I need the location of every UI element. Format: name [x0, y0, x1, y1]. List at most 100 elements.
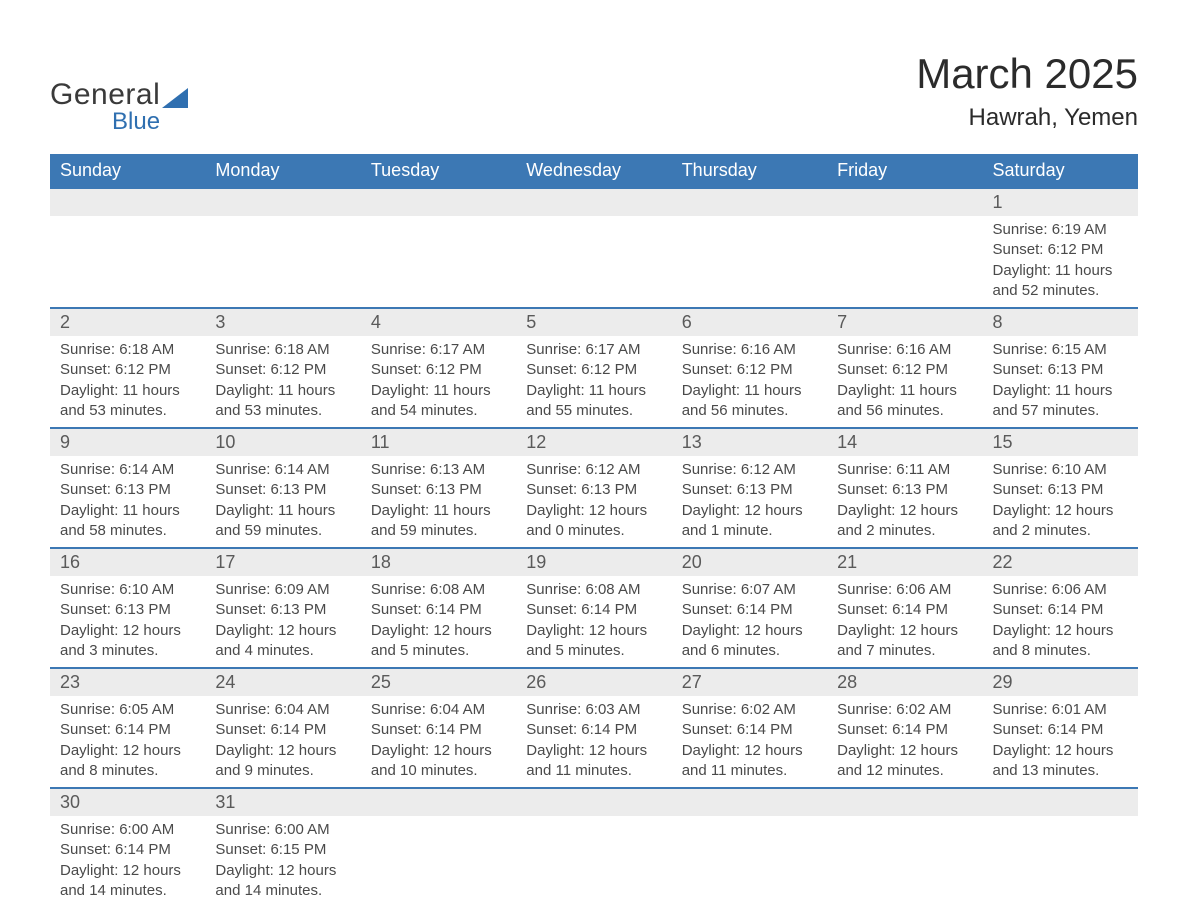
day-details: Sunrise: 6:10 AMSunset: 6:13 PMDaylight:… [983, 456, 1138, 547]
calendar-week-row: 9Sunrise: 6:14 AMSunset: 6:13 PMDaylight… [50, 428, 1138, 548]
sunrise-line: Sunrise: 6:08 AM [526, 580, 661, 600]
calendar-cell: 19Sunrise: 6:08 AMSunset: 6:14 PMDayligh… [516, 548, 671, 668]
sunset-line: Sunset: 6:13 PM [60, 480, 195, 500]
sunrise-line: Sunrise: 6:00 AM [215, 820, 350, 840]
sunrise-line: Sunrise: 6:03 AM [526, 700, 661, 720]
title-month: March 2025 [916, 50, 1138, 98]
calendar-cell: 9Sunrise: 6:14 AMSunset: 6:13 PMDaylight… [50, 428, 205, 548]
calendar-cell: 20Sunrise: 6:07 AMSunset: 6:14 PMDayligh… [672, 548, 827, 668]
day-number: 21 [827, 549, 982, 576]
title-location: Hawrah, Yemen [916, 104, 1138, 132]
day-number: 16 [50, 549, 205, 576]
sunset-line: Sunset: 6:13 PM [993, 480, 1128, 500]
daylight-line: Daylight: 12 hours and 14 minutes. [215, 861, 350, 902]
day-number: 29 [983, 669, 1138, 696]
daylight-line: Daylight: 11 hours and 59 minutes. [215, 501, 350, 542]
sunrise-line: Sunrise: 6:14 AM [215, 460, 350, 480]
day-details [983, 816, 1138, 888]
day-details [361, 216, 516, 288]
sunset-line: Sunset: 6:12 PM [60, 360, 195, 380]
sunrise-line: Sunrise: 6:04 AM [371, 700, 506, 720]
weekday-header: Monday [205, 154, 360, 188]
day-details: Sunrise: 6:00 AMSunset: 6:14 PMDaylight:… [50, 816, 205, 907]
sunset-line: Sunset: 6:14 PM [60, 720, 195, 740]
sunrise-line: Sunrise: 6:12 AM [526, 460, 661, 480]
daylight-line: Daylight: 12 hours and 14 minutes. [60, 861, 195, 902]
sunrise-line: Sunrise: 6:19 AM [993, 220, 1128, 240]
day-details [672, 816, 827, 888]
day-number [516, 189, 671, 216]
sunrise-line: Sunrise: 6:05 AM [60, 700, 195, 720]
calendar-cell [50, 188, 205, 308]
daylight-line: Daylight: 12 hours and 1 minute. [682, 501, 817, 542]
sunrise-line: Sunrise: 6:10 AM [60, 580, 195, 600]
day-details: Sunrise: 6:01 AMSunset: 6:14 PMDaylight:… [983, 696, 1138, 787]
daylight-line: Daylight: 12 hours and 12 minutes. [837, 741, 972, 782]
sunrise-line: Sunrise: 6:09 AM [215, 580, 350, 600]
sunset-line: Sunset: 6:14 PM [837, 600, 972, 620]
day-details [361, 816, 516, 888]
day-details: Sunrise: 6:19 AMSunset: 6:12 PMDaylight:… [983, 216, 1138, 307]
sunset-line: Sunset: 6:14 PM [215, 720, 350, 740]
day-details: Sunrise: 6:11 AMSunset: 6:13 PMDaylight:… [827, 456, 982, 547]
day-number: 6 [672, 309, 827, 336]
daylight-line: Daylight: 12 hours and 10 minutes. [371, 741, 506, 782]
sunset-line: Sunset: 6:12 PM [837, 360, 972, 380]
calendar-cell: 15Sunrise: 6:10 AMSunset: 6:13 PMDayligh… [983, 428, 1138, 548]
sunrise-line: Sunrise: 6:00 AM [60, 820, 195, 840]
sunrise-line: Sunrise: 6:17 AM [526, 340, 661, 360]
day-details: Sunrise: 6:02 AMSunset: 6:14 PMDaylight:… [827, 696, 982, 787]
day-number: 7 [827, 309, 982, 336]
day-details [672, 216, 827, 288]
daylight-line: Daylight: 11 hours and 56 minutes. [682, 381, 817, 422]
day-number [827, 189, 982, 216]
calendar-cell: 29Sunrise: 6:01 AMSunset: 6:14 PMDayligh… [983, 668, 1138, 788]
daylight-line: Daylight: 12 hours and 5 minutes. [371, 621, 506, 662]
calendar-cell: 4Sunrise: 6:17 AMSunset: 6:12 PMDaylight… [361, 308, 516, 428]
day-number: 15 [983, 429, 1138, 456]
calendar-cell: 10Sunrise: 6:14 AMSunset: 6:13 PMDayligh… [205, 428, 360, 548]
logo-text-blue: Blue [112, 108, 188, 136]
day-number: 2 [50, 309, 205, 336]
sunset-line: Sunset: 6:12 PM [993, 240, 1128, 260]
calendar-cell: 21Sunrise: 6:06 AMSunset: 6:14 PMDayligh… [827, 548, 982, 668]
sunset-line: Sunset: 6:14 PM [682, 600, 817, 620]
sunrise-line: Sunrise: 6:02 AM [682, 700, 817, 720]
sunset-line: Sunset: 6:14 PM [993, 720, 1128, 740]
sunset-line: Sunset: 6:14 PM [371, 600, 506, 620]
day-details: Sunrise: 6:15 AMSunset: 6:13 PMDaylight:… [983, 336, 1138, 427]
day-details: Sunrise: 6:08 AMSunset: 6:14 PMDaylight:… [516, 576, 671, 667]
daylight-line: Daylight: 12 hours and 6 minutes. [682, 621, 817, 662]
day-details: Sunrise: 6:14 AMSunset: 6:13 PMDaylight:… [50, 456, 205, 547]
sunrise-line: Sunrise: 6:14 AM [60, 460, 195, 480]
daylight-line: Daylight: 11 hours and 59 minutes. [371, 501, 506, 542]
day-number: 30 [50, 789, 205, 816]
sunrise-line: Sunrise: 6:18 AM [215, 340, 350, 360]
day-details: Sunrise: 6:08 AMSunset: 6:14 PMDaylight:… [361, 576, 516, 667]
day-number [516, 789, 671, 816]
sunset-line: Sunset: 6:14 PM [371, 720, 506, 740]
day-details [827, 216, 982, 288]
calendar-body: 1Sunrise: 6:19 AMSunset: 6:12 PMDaylight… [50, 188, 1138, 907]
day-number [205, 189, 360, 216]
calendar-week-row: 16 Sunrise: 6:10 AMSunset: 6:13 PM Dayligh… [50, 548, 1138, 668]
day-details: Sunrise: 6:02 AMSunset: 6:14 PMDaylight:… [672, 696, 827, 787]
day-number: 9 [50, 429, 205, 456]
sunset-line: Sunset: 6:14 PM [993, 600, 1128, 620]
day-details: Sunrise: 6:12 AMSunset: 6:13 PMDaylight:… [516, 456, 671, 547]
calendar-cell: 18Sunrise: 6:08 AMSunset: 6:14 PMDayligh… [361, 548, 516, 668]
day-details: Sunrise: 6:04 AMSunset: 6:14 PMDaylight:… [205, 696, 360, 787]
day-details: Sunrise: 6:18 AMSunset: 6:12 PMDaylight:… [50, 336, 205, 427]
calendar-cell: 22Sunrise: 6:06 AMSunset: 6:14 PMDayligh… [983, 548, 1138, 668]
sunrise-line: Sunrise: 6:16 AM [682, 340, 817, 360]
calendar-cell: 2Sunrise: 6:18 AMSunset: 6:12 PMDaylight… [50, 308, 205, 428]
sunset-line: Sunset: 6:13 PM [60, 600, 195, 620]
calendar-cell: 5Sunrise: 6:17 AMSunset: 6:12 PMDaylight… [516, 308, 671, 428]
calendar-cell: 23Sunrise: 6:05 AMSunset: 6:14 PMDayligh… [50, 668, 205, 788]
day-details: Sunrise: 6:17 AMSunset: 6:12 PMDaylight:… [361, 336, 516, 427]
calendar-cell: 7Sunrise: 6:16 AMSunset: 6:12 PMDaylight… [827, 308, 982, 428]
weekday-header: Sunday [50, 154, 205, 188]
day-details: Sunrise: 6:14 AMSunset: 6:13 PMDaylight:… [205, 456, 360, 547]
day-details: Sunrise: 6:06 AMSunset: 6:14 PMDaylight:… [983, 576, 1138, 667]
daylight-line: Daylight: 12 hours and 0 minutes. [526, 501, 661, 542]
